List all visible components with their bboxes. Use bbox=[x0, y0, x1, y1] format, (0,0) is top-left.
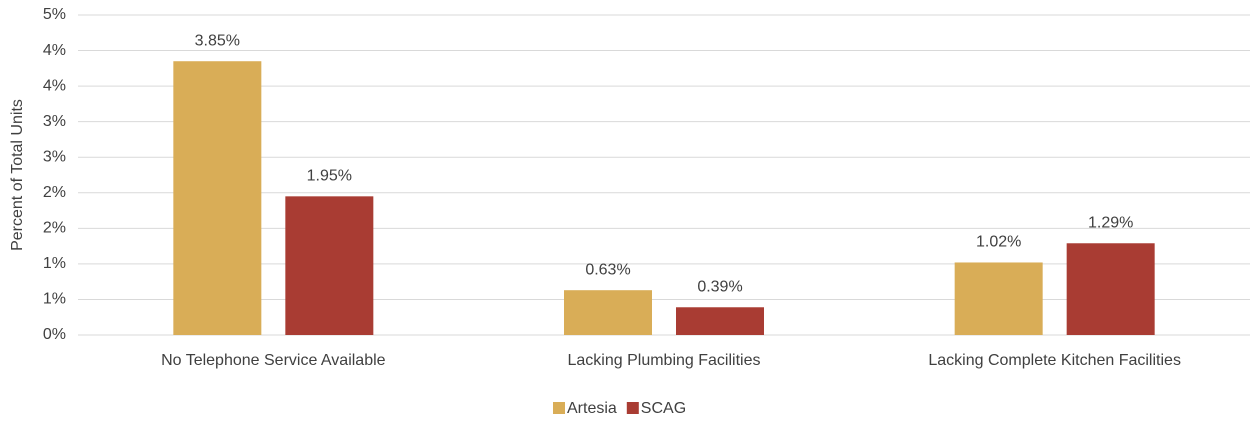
legend-label: SCAG bbox=[641, 400, 686, 417]
bar bbox=[954, 262, 1043, 335]
data-label: 1.95% bbox=[307, 168, 352, 185]
y-tick-label: 5% bbox=[43, 6, 66, 23]
legend-swatch bbox=[626, 402, 639, 414]
y-tick-label: 2% bbox=[43, 220, 66, 237]
data-label: 3.85% bbox=[195, 32, 240, 49]
bar bbox=[676, 307, 764, 335]
x-tick-label: Lacking Plumbing Facilities bbox=[568, 352, 761, 369]
y-tick-label: 3% bbox=[43, 148, 66, 165]
x-tick-label: Lacking Complete Kitchen Facilities bbox=[928, 352, 1181, 369]
y-tick-label: 4% bbox=[43, 42, 66, 59]
bar bbox=[285, 196, 374, 335]
data-label: 1.29% bbox=[1088, 214, 1133, 231]
data-label: 0.39% bbox=[697, 278, 742, 295]
bar bbox=[173, 61, 262, 335]
bar bbox=[1066, 243, 1155, 335]
x-tick-label: No Telephone Service Available bbox=[161, 352, 386, 369]
bar bbox=[564, 290, 652, 335]
legend-swatch bbox=[553, 402, 565, 414]
y-tick-label: 2% bbox=[43, 184, 66, 201]
y-axis-label: Percent of Total Units bbox=[9, 99, 26, 251]
data-label: 1.02% bbox=[976, 234, 1021, 251]
y-tick-label: 1% bbox=[43, 255, 66, 272]
y-tick-label: 3% bbox=[43, 113, 66, 130]
data-label: 0.63% bbox=[585, 261, 630, 278]
y-tick-label: 1% bbox=[43, 291, 66, 308]
y-tick-label: 0% bbox=[43, 326, 66, 343]
legend-label: Artesia bbox=[567, 400, 617, 417]
y-tick-label: 4% bbox=[43, 77, 66, 94]
